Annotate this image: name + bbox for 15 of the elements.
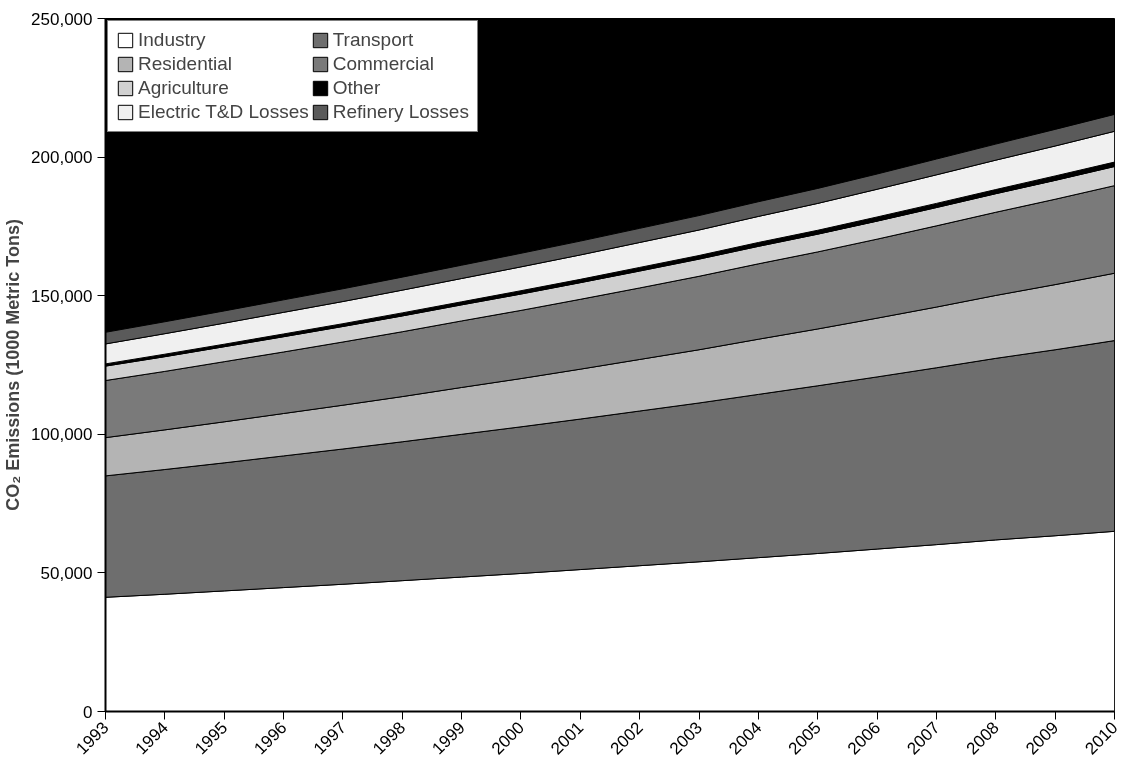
legend-label: Electric T&D Losses: [138, 101, 309, 123]
legend-label: Industry: [138, 29, 206, 51]
y-tick-label: 250,000: [31, 9, 93, 29]
y-tick-label: 0: [83, 702, 93, 722]
y-tick-label: 200,000: [31, 148, 93, 168]
legend-label: Commercial: [332, 53, 435, 75]
y-tick-label: 50,000: [40, 563, 93, 583]
y-axis-title: CO₂ Emissions (1000 Metric Tons): [3, 219, 24, 511]
y-tick-label: 100,000: [31, 425, 93, 445]
legend-label: Residential: [138, 53, 232, 75]
legend-label: Transport: [332, 29, 414, 51]
legend-label: Other: [332, 77, 381, 99]
y-tick-label: 150,000: [31, 286, 93, 306]
legend-label: Agriculture: [138, 77, 229, 99]
legend-label: Refinery Losses: [332, 101, 469, 123]
